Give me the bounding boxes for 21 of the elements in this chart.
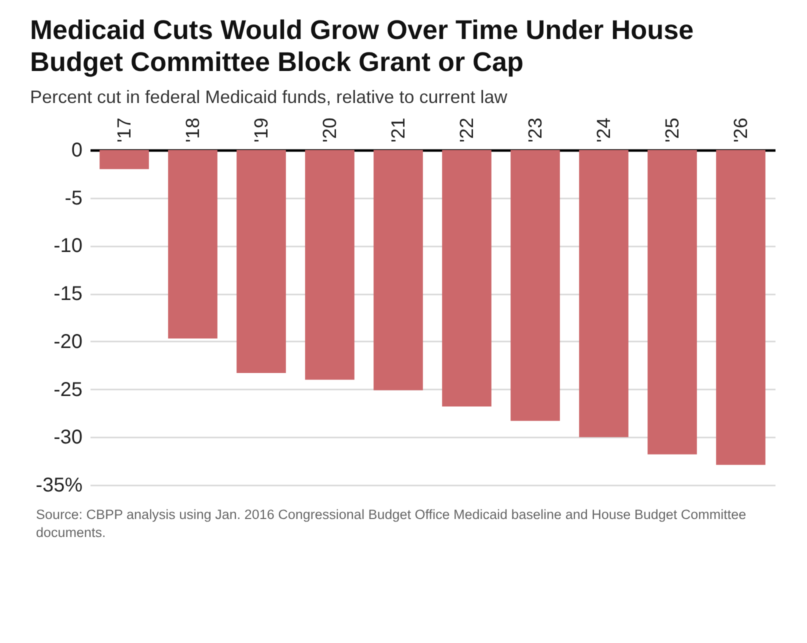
source-note: Source: CBPP analysis using Jan. 2016 Congressional Budget Office Medicaid baseline and House Budget Committee documents. — [36, 506, 748, 542]
x-tick-label: '20 — [320, 118, 341, 142]
chart-title: Medicaid Cuts Would Grow Over Time Under House Budget Committee Block Grant or Cap — [30, 14, 695, 79]
y-tick-label: -10 — [54, 234, 82, 257]
x-tick-label: '18 — [182, 118, 204, 142]
y-tick-label: -15 — [54, 282, 82, 305]
x-tick-label: '25 — [662, 118, 684, 142]
x-tick-label: '24 — [594, 117, 615, 142]
x-tick-label: '26 — [730, 118, 752, 142]
x-tick-label: '19 — [251, 118, 272, 142]
x-tick-label: '22 — [456, 118, 478, 142]
y-tick-label: -25 — [54, 378, 82, 401]
y-tick-label: 0 — [71, 139, 82, 162]
x-tick-label: '17 — [114, 118, 136, 142]
x-tick-label: '23 — [525, 118, 546, 142]
y-tick-label: -5 — [64, 187, 82, 210]
y-tick-label: -30 — [54, 426, 82, 448]
y-tick-label: -20 — [54, 330, 82, 353]
y-tick-label: -35% — [36, 474, 83, 496]
chart-subtitle: Percent cut in federal Medicaid funds, relative to current law — [30, 86, 508, 108]
x-tick-label: '21 — [388, 118, 410, 142]
